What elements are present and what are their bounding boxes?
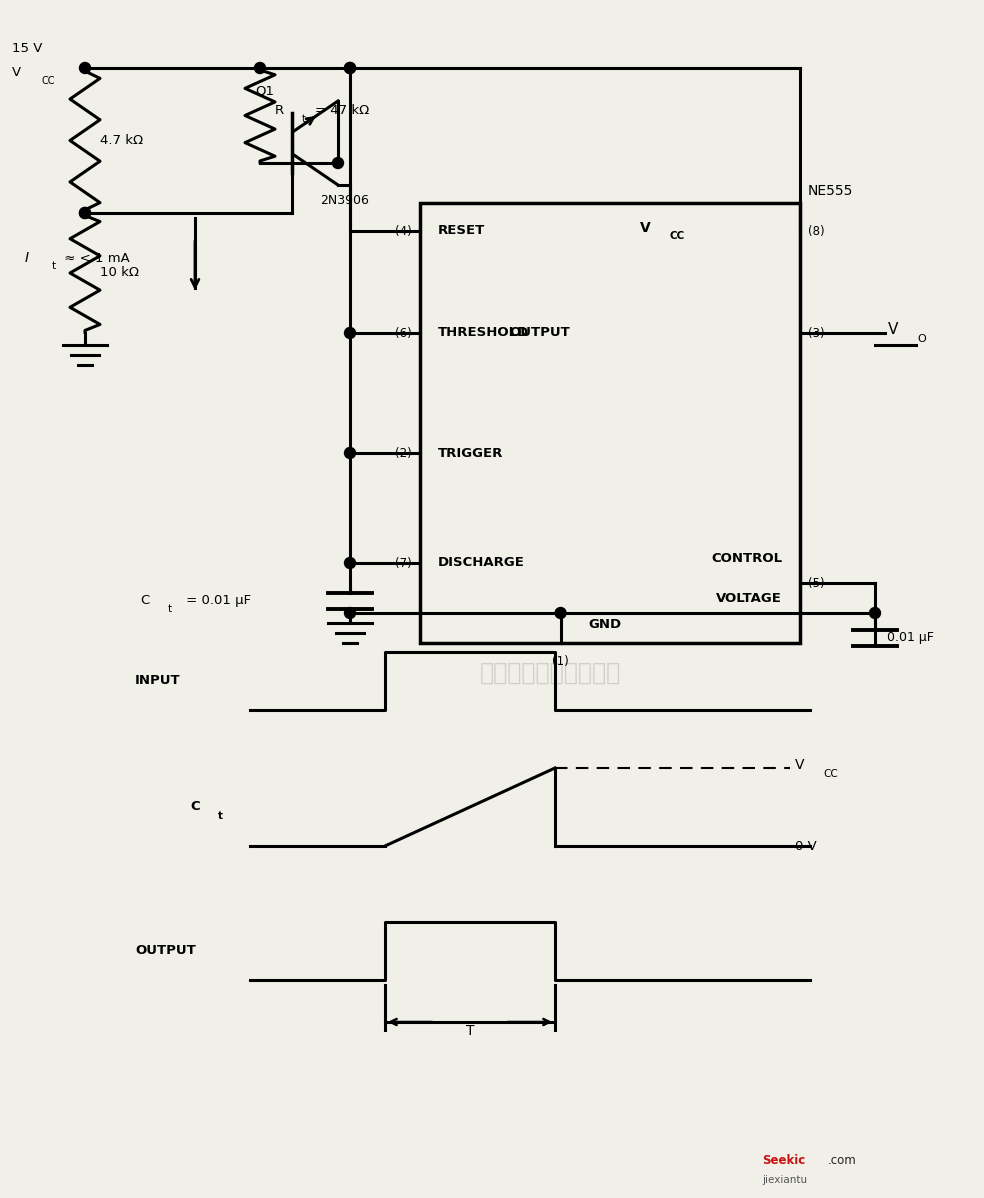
Text: = 0.01 μF: = 0.01 μF bbox=[182, 594, 251, 607]
Text: TRIGGER: TRIGGER bbox=[438, 447, 504, 460]
Text: THRESHOLD: THRESHOLD bbox=[438, 327, 529, 339]
Text: OUTPUT: OUTPUT bbox=[135, 944, 196, 957]
Text: V: V bbox=[888, 322, 898, 338]
Text: t: t bbox=[168, 605, 172, 615]
Circle shape bbox=[80, 62, 91, 73]
Circle shape bbox=[344, 327, 355, 339]
Text: CC: CC bbox=[670, 231, 685, 241]
Text: V: V bbox=[795, 758, 805, 772]
Circle shape bbox=[555, 607, 566, 618]
Text: OUTPUT: OUTPUT bbox=[510, 327, 570, 339]
Text: CC: CC bbox=[823, 769, 837, 779]
Text: .com: .com bbox=[828, 1154, 857, 1167]
Text: 2N3906: 2N3906 bbox=[320, 194, 369, 207]
Circle shape bbox=[255, 62, 266, 73]
Text: t: t bbox=[218, 811, 223, 821]
Text: = 47 kΩ: = 47 kΩ bbox=[315, 104, 369, 117]
Text: jiexiantu: jiexiantu bbox=[762, 1175, 807, 1185]
Text: 15 V: 15 V bbox=[12, 42, 42, 54]
Text: ≈ < 1 mA: ≈ < 1 mA bbox=[60, 252, 130, 265]
Text: Seekic: Seekic bbox=[762, 1154, 805, 1167]
Text: CONTROL: CONTROL bbox=[710, 551, 782, 564]
Text: T: T bbox=[465, 1024, 474, 1037]
Text: Q1: Q1 bbox=[255, 85, 274, 97]
Circle shape bbox=[870, 607, 881, 618]
Text: (6): (6) bbox=[396, 327, 412, 339]
Text: VOLTAGE: VOLTAGE bbox=[716, 592, 782, 605]
Circle shape bbox=[80, 207, 91, 218]
Bar bbox=[420, 202, 800, 643]
Text: t: t bbox=[52, 261, 56, 271]
Text: t: t bbox=[302, 114, 306, 123]
Text: 杭州将睢科技有限公司: 杭州将睢科技有限公司 bbox=[479, 661, 621, 685]
Text: 0 V: 0 V bbox=[795, 840, 817, 853]
Text: NE555: NE555 bbox=[808, 184, 853, 198]
Text: V: V bbox=[12, 67, 21, 79]
Text: INPUT: INPUT bbox=[135, 674, 181, 688]
Text: (1): (1) bbox=[552, 654, 569, 667]
Text: (5): (5) bbox=[808, 576, 825, 589]
Text: V: V bbox=[640, 220, 650, 235]
Text: CC: CC bbox=[42, 75, 55, 86]
Text: (4): (4) bbox=[396, 224, 412, 237]
Text: O: O bbox=[917, 334, 926, 344]
Circle shape bbox=[344, 62, 355, 73]
Text: (2): (2) bbox=[396, 447, 412, 460]
Circle shape bbox=[344, 557, 355, 569]
Circle shape bbox=[333, 157, 343, 169]
Circle shape bbox=[344, 62, 355, 73]
Text: I: I bbox=[25, 252, 30, 265]
Text: C: C bbox=[140, 594, 150, 607]
Text: (3): (3) bbox=[808, 327, 825, 339]
Text: DISCHARGE: DISCHARGE bbox=[438, 557, 524, 569]
Text: 10 kΩ: 10 kΩ bbox=[100, 266, 139, 279]
Text: 4.7 kΩ: 4.7 kΩ bbox=[100, 134, 143, 147]
Text: RESET: RESET bbox=[438, 224, 485, 237]
Text: (7): (7) bbox=[396, 557, 412, 569]
Text: (8): (8) bbox=[808, 224, 825, 237]
Circle shape bbox=[344, 607, 355, 618]
Text: 0.01 μF: 0.01 μF bbox=[887, 631, 934, 645]
Circle shape bbox=[344, 448, 355, 459]
Text: C: C bbox=[190, 800, 200, 813]
Text: R: R bbox=[275, 104, 284, 117]
Text: GND: GND bbox=[588, 618, 622, 631]
Circle shape bbox=[80, 207, 91, 218]
